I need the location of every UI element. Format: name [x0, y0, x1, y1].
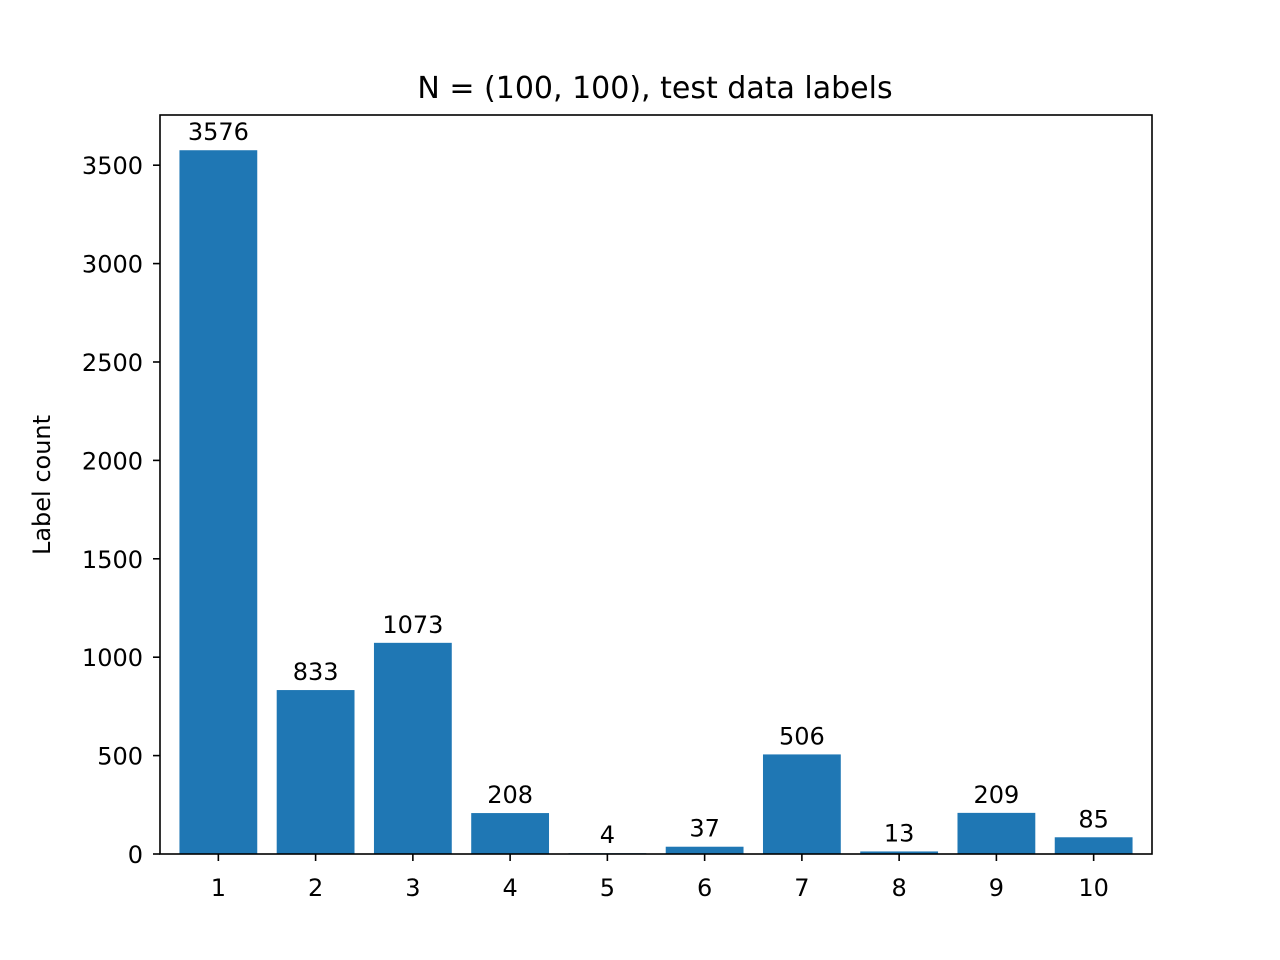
data-label-1: 3576: [188, 118, 249, 146]
bar-2: [276, 690, 355, 854]
data-label-8: 13: [884, 819, 915, 847]
chart-title: N = (100, 100), test data labels: [417, 71, 892, 106]
data-label-6: 37: [689, 815, 720, 843]
y-tick-label: 3000: [82, 251, 143, 279]
x-tick-label: 4: [502, 874, 517, 902]
data-labels-group: 3576 833 1073 208 4 37 506 13 209 85: [188, 118, 1109, 849]
plot-frame: [159, 114, 1153, 855]
data-label-2: 833: [293, 658, 339, 686]
data-label-10: 85: [1078, 805, 1109, 833]
data-label-5: 4: [600, 821, 615, 849]
bar-3: [373, 642, 452, 854]
x-tick-label: 3: [405, 874, 420, 902]
bar-8: [860, 851, 939, 854]
x-tick-label: 10: [1078, 874, 1109, 902]
x-tick-label: 7: [794, 874, 809, 902]
y-axis-label: Label count: [28, 415, 56, 555]
bar-9: [957, 812, 1036, 854]
y-tick-label: 1500: [82, 546, 143, 574]
x-tick-label: 9: [989, 874, 1004, 902]
data-label-3: 1073: [382, 611, 443, 639]
y-tick-label: 2500: [82, 349, 143, 377]
x-tick-label: 6: [697, 874, 712, 902]
bar-10: [1054, 837, 1133, 854]
bar-6: [665, 846, 744, 854]
bars-group: [179, 150, 1133, 854]
y-tick-label: 0: [128, 841, 143, 869]
data-label-4: 208: [487, 781, 533, 809]
data-label-9: 209: [973, 781, 1019, 809]
x-tick-label: 8: [891, 874, 906, 902]
x-axis: 1 2 3 4 5 6 7 8 9 10: [211, 854, 1109, 902]
x-tick-label: 5: [600, 874, 615, 902]
y-tick-label: 500: [97, 743, 143, 771]
x-tick-label: 2: [308, 874, 323, 902]
data-label-7: 506: [779, 722, 825, 750]
y-tick-label: 1000: [82, 644, 143, 672]
bar-1: [179, 150, 258, 854]
x-tick-label: 1: [211, 874, 226, 902]
bar-4: [471, 813, 550, 854]
bar-7: [762, 754, 841, 854]
y-tick-label: 2000: [82, 447, 143, 475]
y-tick-label: 3500: [82, 152, 143, 180]
y-axis: 0 500 1000 1500 2000 2500 3000 3500: [82, 152, 160, 869]
